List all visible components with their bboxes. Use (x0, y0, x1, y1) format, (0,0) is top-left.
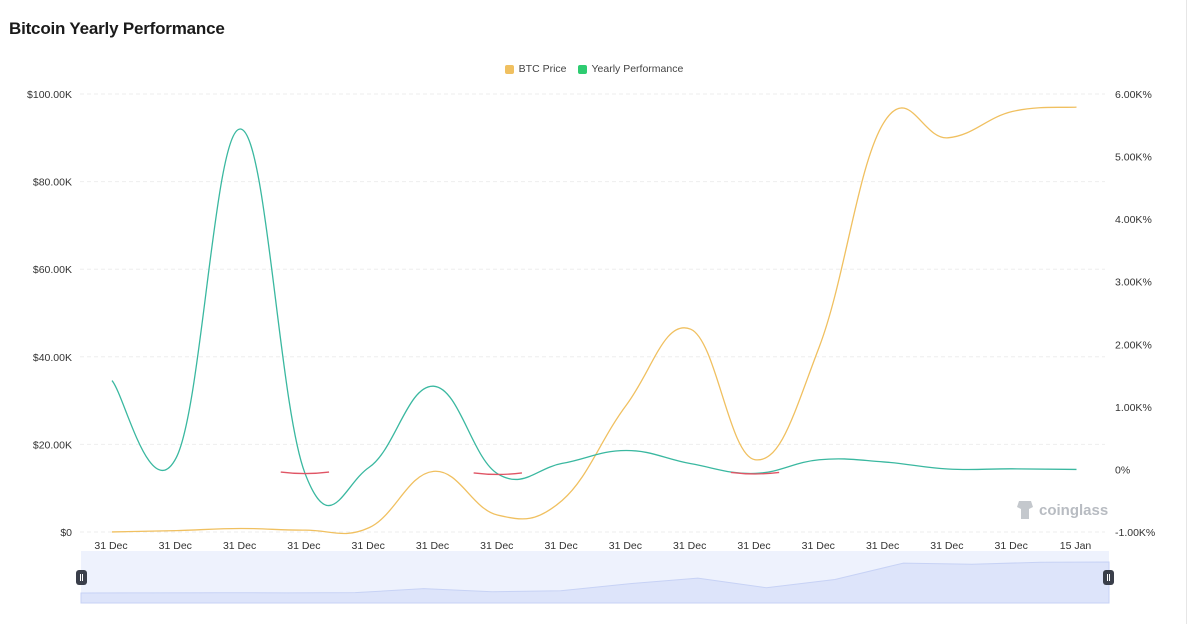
right-tick-label: 4.00K% (1115, 214, 1152, 226)
coinglass-logo-icon (1017, 501, 1033, 519)
chart-legend: BTC Price Yearly Performance (0, 63, 1188, 75)
right-tick-label: 2.00K% (1115, 339, 1152, 351)
x-tick-label: 15 Jan (1060, 540, 1092, 552)
x-tick-label: 31 Dec (352, 540, 385, 552)
grid-lines (80, 93, 1105, 533)
navigator-area (80, 561, 1110, 604)
navigator-handle-right[interactable] (1103, 570, 1114, 585)
x-tick-label: 31 Dec (609, 540, 642, 552)
right-tick-label: 1.00K% (1115, 402, 1152, 414)
x-tick-label: 31 Dec (737, 540, 770, 552)
yearly-performance-negative-segment (473, 472, 523, 476)
x-tick-label: 31 Dec (480, 540, 513, 552)
x-tick-label: 31 Dec (94, 540, 127, 552)
right-tick-label: 6.00K% (1115, 89, 1152, 101)
x-tick-label: 31 Dec (159, 540, 192, 552)
right-tick-label: -1.00K% (1115, 527, 1155, 539)
left-tick-label: $60.00K (33, 264, 72, 276)
x-tick-label: 31 Dec (223, 540, 256, 552)
legend-swatch-btc-price (504, 64, 514, 74)
right-tick-label: 3.00K% (1115, 277, 1152, 289)
chart-title: Bitcoin Yearly Performance (9, 19, 225, 38)
legend-item-btc-price[interactable]: BTC Price (504, 63, 567, 75)
coinglass-watermark: coinglass (1015, 499, 1108, 521)
legend-swatch-yearly-performance (577, 64, 587, 74)
left-tick-label: $40.00K (33, 352, 72, 364)
left-axis-ticks: $0 $20.00K $40.00K $60.00K $80.00K $100.00K (27, 89, 72, 539)
x-tick-label: 31 Dec (995, 540, 1028, 552)
yearly-performance-negative-segment (280, 471, 330, 475)
x-tick-label: 31 Dec (287, 540, 320, 552)
watermark-text: coinglass (1039, 501, 1109, 519)
left-tick-label: $20.00K (33, 439, 72, 451)
right-tick-label: 0% (1115, 464, 1130, 476)
range-navigator (76, 551, 1114, 604)
x-tick-label: 31 Dec (866, 540, 899, 552)
x-tick-label: 31 Dec (930, 540, 963, 552)
navigator-handle-left[interactable] (76, 570, 87, 585)
left-tick-label: $80.00K (33, 177, 72, 189)
left-tick-label: $100.00K (27, 89, 72, 101)
x-tick-label: 31 Dec (416, 540, 449, 552)
yearly-performance-negative-segment (730, 471, 780, 475)
right-axis-ticks: -1.00K% 0% 1.00K% 2.00K% 3.00K% 4.00K% 5.00K% 6… (1115, 89, 1155, 539)
legend-label-btc-price: BTC Price (518, 63, 567, 75)
left-tick-label: $0 (60, 527, 72, 539)
x-tick-label: 31 Dec (544, 540, 577, 552)
legend-label-yearly-performance: Yearly Performance (591, 63, 684, 75)
yearly-performance-line (111, 128, 1077, 507)
series-layer (111, 106, 1077, 535)
btc-price-line (111, 106, 1077, 535)
x-axis-ticks: 31 Dec 31 Dec 31 Dec 31 Dec 31 Dec 31 Dec 31 D… (94, 540, 1091, 552)
right-tick-label: 5.00K% (1115, 152, 1152, 164)
x-tick-label: 31 Dec (802, 540, 835, 552)
x-tick-label: 31 Dec (673, 540, 706, 552)
panel-divider (1186, 0, 1187, 624)
legend-item-yearly-performance[interactable]: Yearly Performance (577, 63, 684, 75)
